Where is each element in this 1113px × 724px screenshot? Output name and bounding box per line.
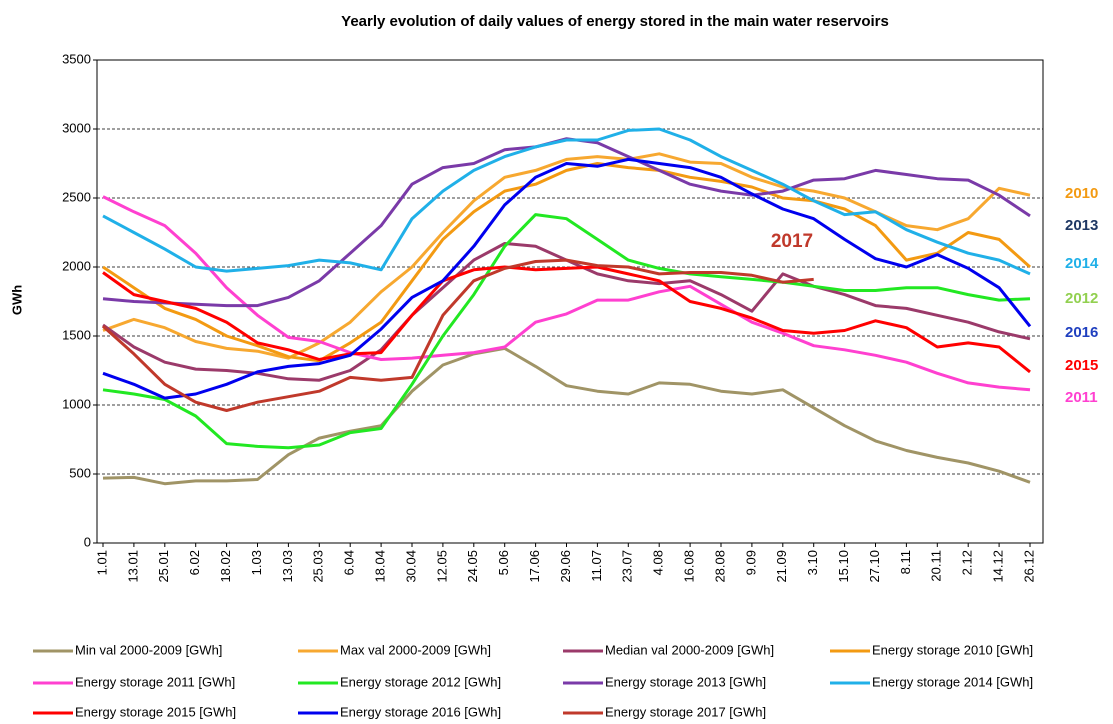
y-tick-label: 3000 [62, 120, 91, 135]
y-tick-label: 500 [69, 465, 91, 480]
annotation: 2017 [771, 231, 813, 252]
x-tick-label: 28.08 [712, 550, 727, 583]
legend-label: Energy storage 2014 [GWh] [872, 674, 1033, 689]
legend-label: Energy storage 2013 [GWh] [605, 674, 766, 689]
x-tick-label: 15.10 [836, 550, 851, 583]
legend-label: Energy storage 2016 [GWh] [340, 704, 501, 719]
series-line [102, 162, 1031, 363]
y-tick-label: 0 [84, 534, 91, 549]
x-tick-label: 3.10 [805, 550, 820, 575]
legend-label: Min val 2000-2009 [GWh] [75, 642, 222, 657]
series-line [102, 157, 1032, 400]
y-tick-label: 1000 [62, 396, 91, 411]
annotation: 2010 [1065, 185, 1098, 202]
legend-label: Max val 2000-2009 [GWh] [340, 642, 491, 657]
series-line [102, 152, 1031, 360]
annotation: 2012 [1065, 290, 1098, 307]
y-tick-label: 1500 [62, 327, 91, 342]
series-line [102, 195, 1031, 392]
legend-label: Energy storage 2017 [GWh] [605, 704, 766, 719]
annotation: 2011 [1065, 389, 1098, 406]
x-tick-label: 14.12 [991, 550, 1006, 583]
x-tick-label: 25.03 [311, 550, 326, 583]
series-line [102, 258, 814, 412]
legend-label: Energy storage 2010 [GWh] [872, 642, 1033, 657]
x-tick-label: 2.12 [960, 550, 975, 575]
x-tick-label: 16.08 [682, 550, 697, 583]
y-axis-label: GWh [9, 285, 24, 315]
series-line [102, 213, 1031, 450]
series-line [102, 346, 1031, 486]
x-tick-label: 23.07 [620, 550, 635, 583]
y-tick-label: 2500 [62, 189, 91, 204]
annotation: 2015 [1065, 357, 1098, 374]
y-tick-label: 2000 [62, 258, 91, 273]
x-tick-label: 5.06 [496, 550, 511, 575]
chart-title: Yearly evolution of daily values of ener… [341, 13, 889, 30]
y-tick-label: 3500 [62, 51, 91, 66]
annotation: 2013 [1065, 217, 1098, 234]
x-tick-label: 21.09 [774, 550, 789, 583]
x-tick-label: 6.02 [187, 550, 202, 575]
legend-label: Energy storage 2011 [GWh] [75, 674, 235, 689]
x-tick-label: 25.01 [156, 550, 171, 583]
x-tick-label: 11.07 [589, 550, 604, 582]
x-tick-label: 27.10 [867, 550, 882, 583]
x-tick-label: 20.11 [929, 550, 944, 582]
x-tick-label: 9.09 [743, 550, 758, 575]
series-line [102, 127, 1031, 276]
legend-label: Energy storage 2012 [GWh] [340, 674, 501, 689]
x-tick-label: 1.03 [249, 550, 264, 575]
x-tick-label: 29.06 [558, 550, 573, 583]
x-tick-label: 18.04 [373, 550, 388, 583]
x-tick-label: 13.01 [125, 550, 140, 583]
legend-label: Median val 2000-2009 [GWh] [605, 642, 774, 657]
x-tick-label: 1.01 [94, 550, 109, 575]
plot-area [96, 59, 1044, 544]
x-tick-label: 4.08 [651, 550, 666, 575]
annotation: 2016 [1065, 324, 1098, 341]
x-tick-label: 24.05 [465, 550, 480, 583]
x-tick-label: 13.03 [280, 550, 295, 583]
x-tick-label: 6.04 [342, 550, 357, 575]
x-tick-label: 12.05 [434, 550, 449, 583]
legend-label: Energy storage 2015 [GWh] [75, 704, 236, 719]
x-tick-label: 8.11 [898, 550, 913, 574]
series-line [102, 265, 1031, 374]
x-tick-label: 26.12 [1021, 550, 1036, 583]
x-tick-label: 30.04 [403, 550, 418, 583]
annotation: 2014 [1065, 255, 1099, 272]
x-tick-label: 18.02 [218, 550, 233, 583]
x-tick-label: 17.06 [527, 550, 542, 583]
